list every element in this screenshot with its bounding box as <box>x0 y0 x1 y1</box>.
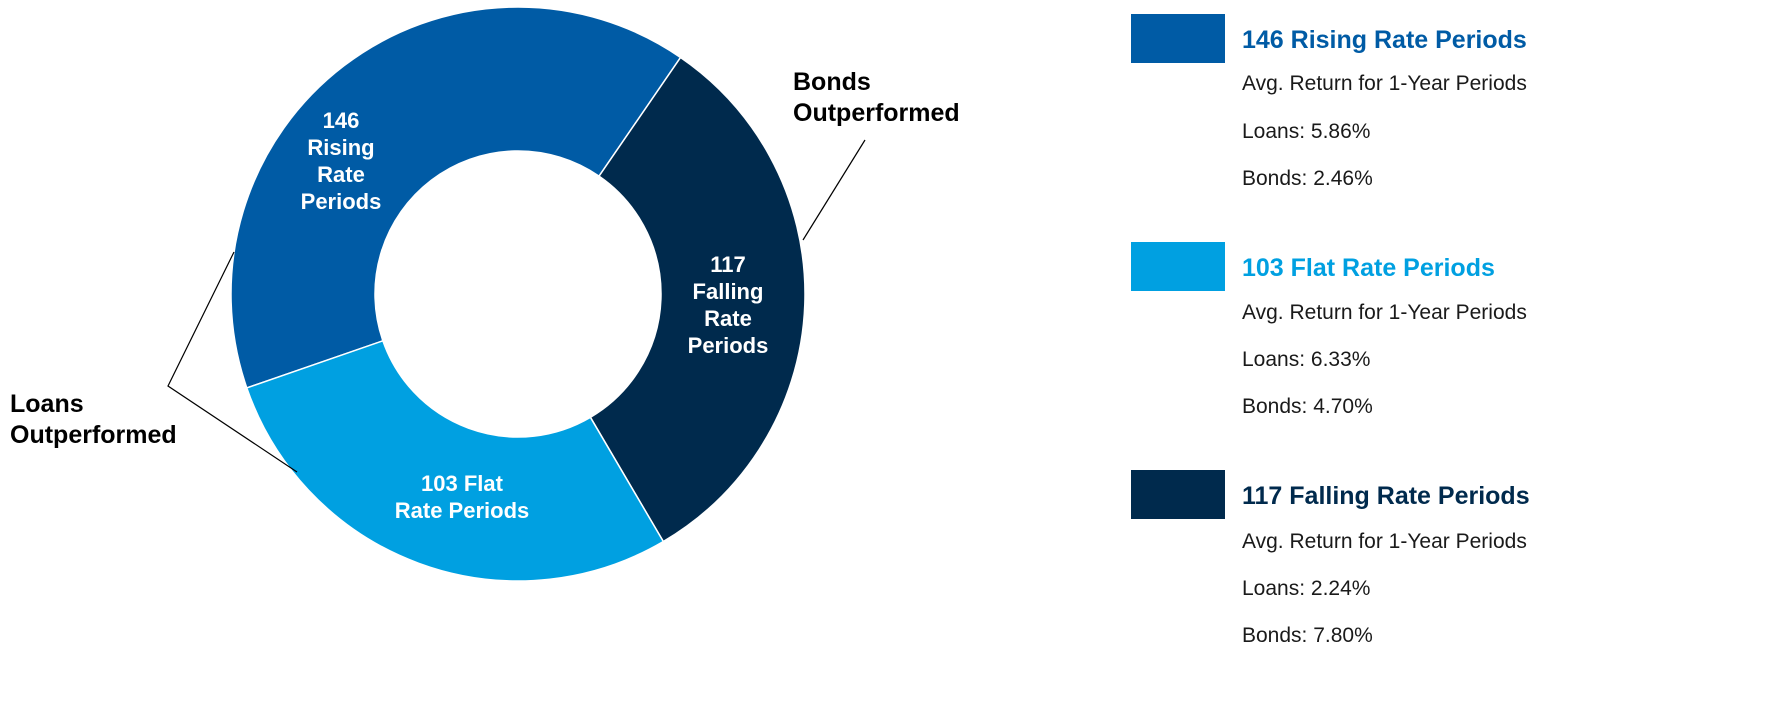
legend-line-rising-heading: Avg. Return for 1-Year Periods <box>1242 72 1527 95</box>
slice-rising <box>230 6 682 389</box>
legend-title-flat: 103 Flat Rate Periods <box>1242 254 1495 282</box>
legend-line-rising-loans: Loans: 5.86% <box>1242 120 1371 143</box>
callout-loans-outperformed: Loans Outperformed <box>10 390 177 449</box>
legend-line-falling-bonds: Bonds: 7.80% <box>1242 624 1373 647</box>
legend-swatch-flat <box>1131 242 1225 291</box>
legend-line-falling-loans: Loans: 2.24% <box>1242 577 1371 600</box>
legend-line-flat-heading: Avg. Return for 1-Year Periods <box>1242 301 1527 324</box>
legend-title-falling: 117 Falling Rate Periods <box>1242 482 1530 510</box>
slice-labels: 146 Rising Rate Periods 117 Falling Rate Period… <box>301 108 769 523</box>
legend-line-falling-heading: Avg. Return for 1-Year Periods <box>1242 530 1527 553</box>
slice-flat <box>245 339 665 582</box>
callout-leader-line-1 <box>167 251 298 473</box>
slice-label-flat: 103 Flat Rate Periods <box>395 471 530 523</box>
legend-line-flat-bonds: Bonds: 4.70% <box>1242 395 1373 418</box>
legend: 146 Rising Rate Periods Avg. Return for … <box>1131 0 1768 728</box>
donut-chart: 146 Rising Rate Periods 117 Falling Rate Period… <box>10 6 960 582</box>
slice-falling <box>589 56 806 543</box>
legend-swatch-falling <box>1131 470 1225 519</box>
donut-slices <box>230 6 806 582</box>
slice-label-falling: 117 Falling Rate Periods <box>688 252 769 358</box>
legend-title-rising: 146 Rising Rate Periods <box>1242 26 1527 54</box>
legend-swatch-rising <box>1131 14 1225 63</box>
legend-line-rising-bonds: Bonds: 2.46% <box>1242 167 1373 190</box>
slice-label-rising: 146 Rising Rate Periods <box>301 108 382 214</box>
legend-line-flat-loans: Loans: 6.33% <box>1242 348 1371 371</box>
callout-bonds-outperformed: Bonds Outperformed <box>793 68 960 127</box>
callouts: Bonds Outperformed Loans Outperformed <box>10 68 960 473</box>
callout-leader-line-0 <box>802 139 866 241</box>
